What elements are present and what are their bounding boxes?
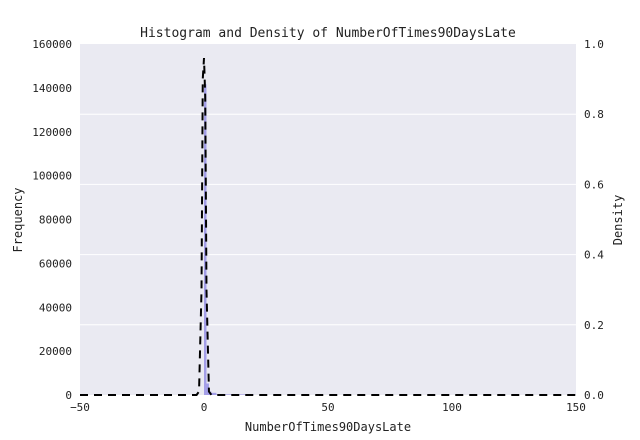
y-tick-label: 40000 <box>39 301 72 314</box>
density-line <box>80 57 576 396</box>
y2-tick-label: 0.8 <box>584 108 604 121</box>
x-axis-ticks: −50 0 50 100 150 <box>70 401 586 414</box>
histogram-bar <box>211 392 217 395</box>
y2-tick-label: 0.0 <box>584 389 604 402</box>
y2-tick-label: 0.2 <box>584 319 604 332</box>
y-axis-label: Frequency <box>11 187 25 252</box>
y2-tick-label: 0.4 <box>584 249 604 262</box>
histogram-bar <box>206 383 209 395</box>
y2-tick-label: 1.0 <box>584 38 604 51</box>
y-tick-label: 60000 <box>39 257 72 270</box>
x-tick-label: 50 <box>321 401 334 414</box>
x-axis-label: NumberOfTimes90DaysLate <box>245 420 411 434</box>
chart-title: Histogram and Density of NumberOfTimes90… <box>140 26 516 41</box>
y2-tick-label: 0.6 <box>584 178 604 191</box>
x-tick-label: 0 <box>201 401 208 414</box>
y-axis-ticks: 0 20000 40000 60000 80000 100000 120000 140000 1… <box>32 38 72 402</box>
y-tick-label: 120000 <box>32 126 72 139</box>
x-tick-label: 150 <box>566 401 586 414</box>
y2-axis-ticks: 0.0 0.2 0.4 0.6 0.8 1.0 <box>584 38 604 402</box>
y-tick-label: 80000 <box>39 214 72 227</box>
grid-lines <box>80 113 576 326</box>
density-curve <box>80 57 576 396</box>
y-tick-label: 0 <box>65 389 72 402</box>
y-tick-label: 100000 <box>32 170 72 183</box>
y-tick-label: 140000 <box>32 82 72 95</box>
y2-axis-label: Density <box>611 195 625 246</box>
y-tick-label: 160000 <box>32 38 72 51</box>
x-tick-label: 100 <box>442 401 462 414</box>
x-tick-label: −50 <box>70 401 90 414</box>
y-tick-label: 20000 <box>39 345 72 358</box>
plot-area <box>80 44 576 395</box>
